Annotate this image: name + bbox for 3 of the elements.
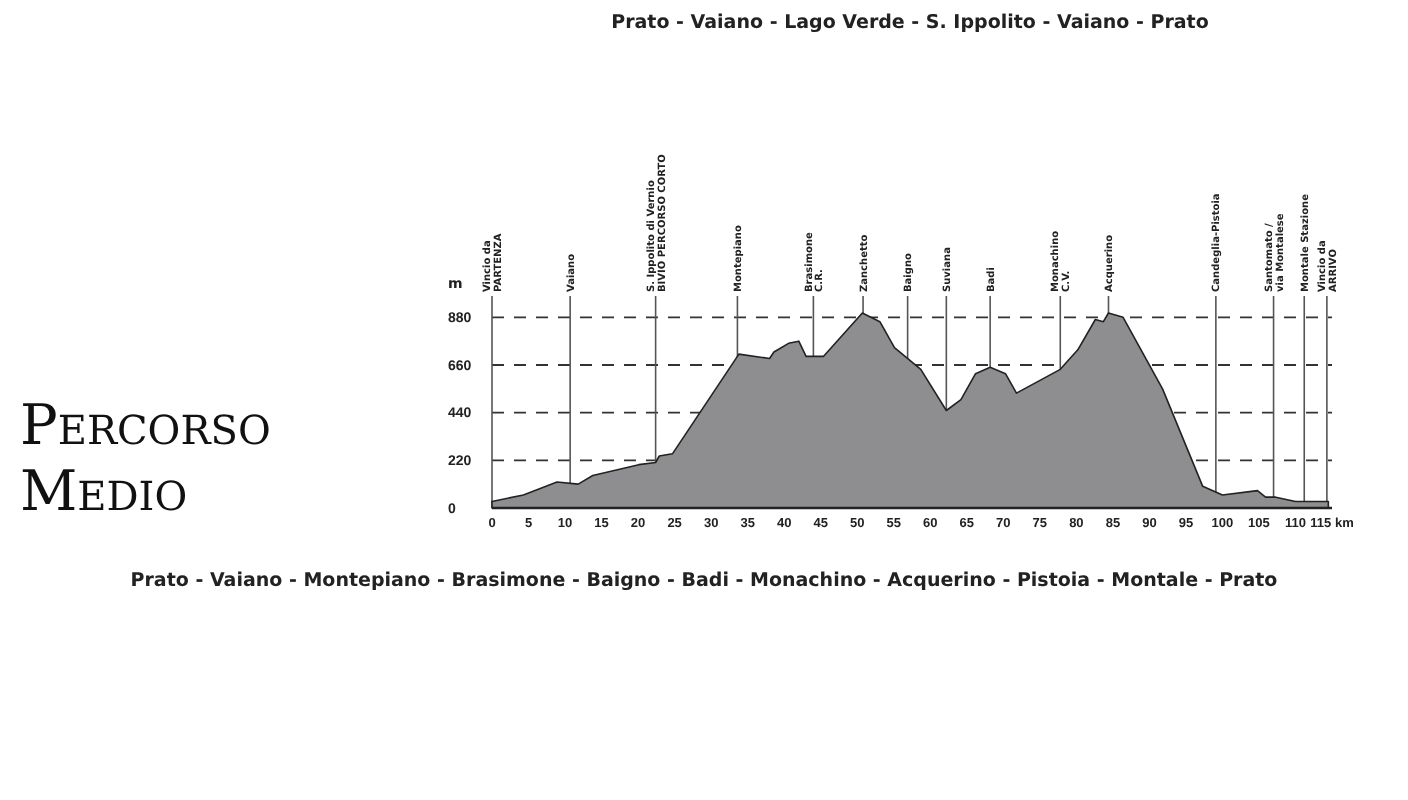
text: Percorso Medio <box>20 392 271 524</box>
text: Prato - Vaiano - Lago Verde - S. Ippolito - Vaiano - Prato <box>611 12 1210 34</box>
text: Prato - Vaiano - Montepiano - Brasimone - Baigno - Badi - Monachino - Acquerino - Pistoia - Montale - Prato <box>130 570 1279 592</box>
